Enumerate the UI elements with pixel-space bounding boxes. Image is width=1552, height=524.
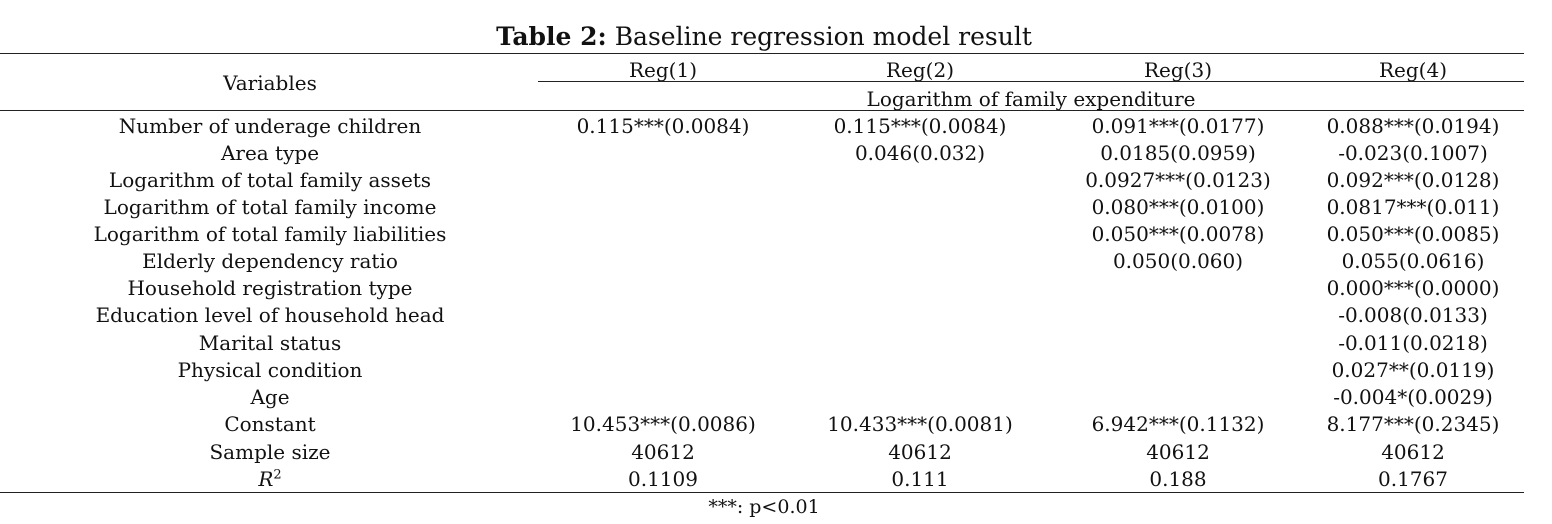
table-cell: -0.008(0.0133)	[1338, 303, 1488, 327]
r-squared-symbol: R	[258, 467, 274, 491]
table-cell: 40612	[1381, 440, 1445, 464]
table-cell: 8.177***(0.2345)	[1326, 412, 1500, 436]
row-label: Number of underage children	[118, 114, 422, 138]
r-squared-reg1: 0.1109	[628, 467, 698, 491]
row-label: Elderly dependency ratio	[142, 249, 398, 273]
row-label: Education level of household head	[95, 303, 445, 327]
bottom-rule	[0, 492, 1524, 493]
row-label: Age	[250, 385, 290, 409]
table-cell: 0.027**(0.0119)	[1331, 358, 1495, 382]
row-label: Household registration type	[127, 276, 413, 300]
r-squared-reg4: 0.1767	[1378, 467, 1448, 491]
significance-footnote: ***: p<0.01	[708, 496, 820, 518]
table-cell: 40612	[1146, 440, 1210, 464]
row-label: Logarithm of total family liabilities	[93, 222, 447, 246]
table-cell: 0.0927***(0.0123)	[1085, 168, 1271, 192]
table-cell: -0.011(0.0218)	[1338, 331, 1488, 355]
table-cell: 6.942***(0.1132)	[1091, 412, 1265, 436]
table-cell: 0.050(0.060)	[1112, 249, 1244, 273]
r-squared-label: R2	[0, 466, 540, 492]
header-bottom-rule	[0, 110, 1524, 111]
table-cell: -0.004*(0.0029)	[1333, 385, 1493, 409]
row-label: Logarithm of total family income	[103, 195, 437, 219]
table-cell: 0.050***(0.0085)	[1326, 222, 1500, 246]
r-squared-exponent: 2	[273, 467, 282, 483]
caption-label: Table 2:	[496, 22, 607, 51]
table-cell: 40612	[631, 440, 695, 464]
column-header-reg2: Reg(2)	[885, 58, 955, 82]
dependent-variable-label: Logarithm of family expenditure	[866, 87, 1196, 111]
table-cell: 0.091***(0.0177)	[1091, 114, 1265, 138]
table-cell: 0.050***(0.0078)	[1091, 222, 1265, 246]
r-squared-reg3: 0.188	[1149, 467, 1207, 491]
table-cell: 0.080***(0.0100)	[1091, 195, 1265, 219]
table-cell: 0.092***(0.0128)	[1326, 168, 1500, 192]
table-caption: Table 2: Baseline regression model resul…	[0, 21, 1528, 53]
table-cell: 40612	[888, 440, 952, 464]
top-rule	[0, 53, 1524, 54]
table-cell: 10.433***(0.0081)	[827, 412, 1013, 436]
row-label: Logarithm of total family assets	[108, 168, 432, 192]
column-header-reg4: Reg(4)	[1378, 58, 1448, 82]
row-label: Area type	[220, 141, 320, 165]
table-cell: 10.453***(0.0086)	[570, 412, 756, 436]
variables-header: Variables	[223, 71, 317, 95]
table-cell: 0.000***(0.0000)	[1326, 276, 1500, 300]
table-cell: 0.0185(0.0959)	[1100, 141, 1256, 165]
table-cell: 0.088***(0.0194)	[1326, 114, 1500, 138]
row-label: Marital status	[198, 331, 342, 355]
table-cell: 0.0817***(0.011)	[1326, 195, 1500, 219]
table-cell: 0.046(0.032)	[854, 141, 986, 165]
row-label: Sample size	[209, 440, 331, 464]
column-header-reg1: Reg(1)	[628, 58, 698, 82]
header-mid-rule	[538, 81, 1524, 82]
caption-text: Baseline regression model result	[614, 22, 1032, 51]
row-label: Constant	[224, 412, 316, 436]
table-cell: 0.055(0.0616)	[1341, 249, 1485, 273]
r-squared-reg2: 0.111	[891, 467, 949, 491]
table-cell: -0.023(0.1007)	[1338, 141, 1488, 165]
table-cell: 0.115***(0.0084)	[833, 114, 1007, 138]
row-label: Physical condition	[177, 358, 363, 382]
column-header-reg3: Reg(3)	[1143, 58, 1213, 82]
table-cell: 0.115***(0.0084)	[576, 114, 750, 138]
